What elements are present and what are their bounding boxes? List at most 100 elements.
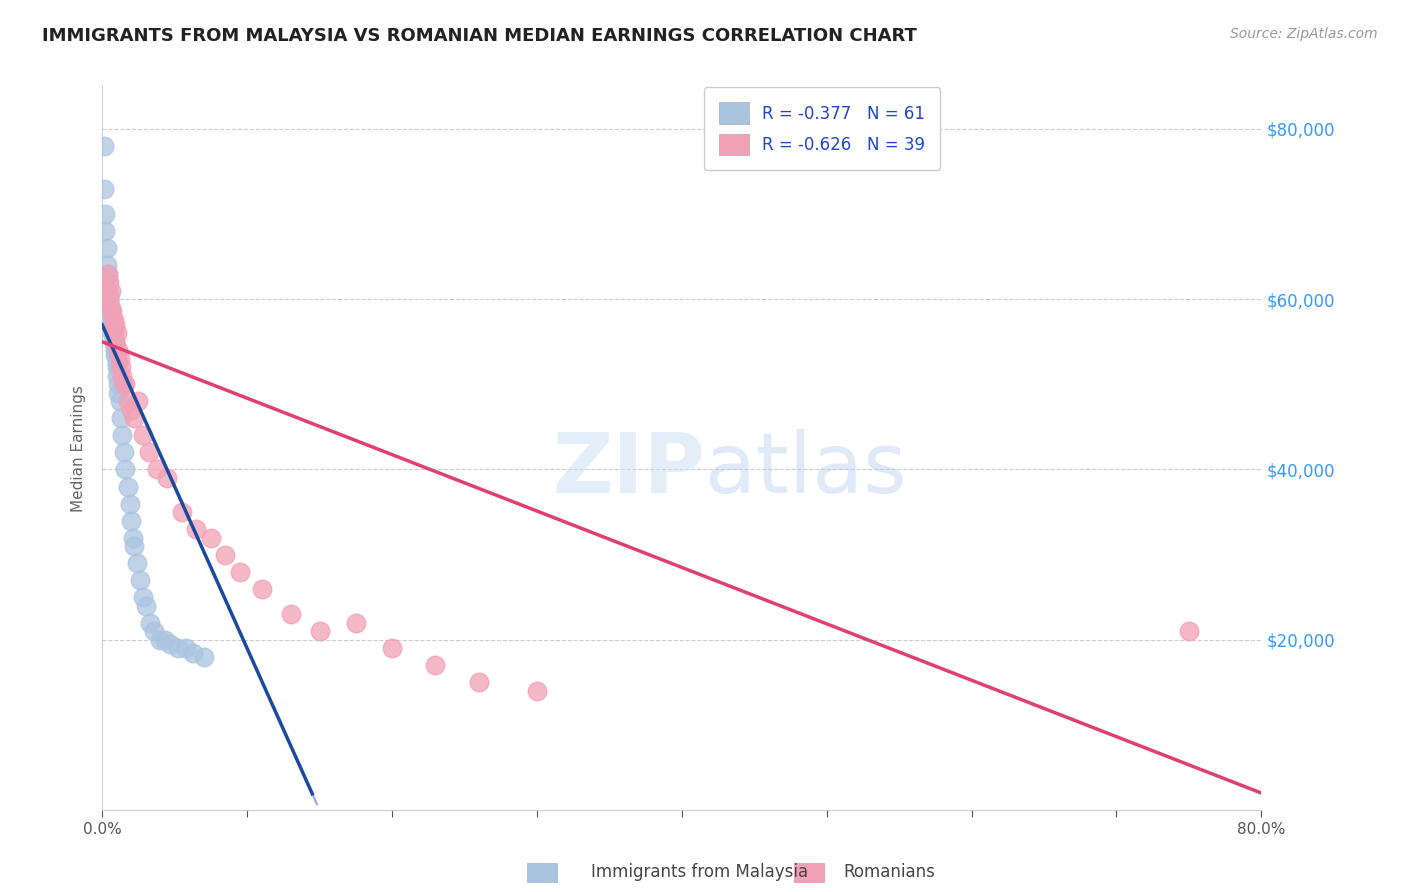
Point [526,684,548,698]
Point [122,411,145,425]
Point [98,292,121,306]
Point [135,599,157,613]
Point [101,305,124,319]
Point [104,334,127,349]
Point [120,403,142,417]
Point [97,275,120,289]
Point [107,377,129,392]
Text: Source: ZipAtlas.com: Source: ZipAtlas.com [1230,27,1378,41]
Point [97,284,120,298]
Point [98,292,121,306]
Text: IMMIGRANTS FROM MALAYSIA VS ROMANIAN MEDIAN EARNINGS CORRELATION CHART: IMMIGRANTS FROM MALAYSIA VS ROMANIAN MED… [42,27,917,45]
Point [280,607,302,622]
Point [105,326,128,341]
Point [250,582,273,596]
Point [121,531,143,545]
Point [344,615,367,630]
Point [114,377,136,392]
Point [100,310,122,324]
Point [98,305,121,319]
Point [104,347,127,361]
Point [101,326,124,341]
Point [98,288,121,302]
Point [105,360,128,375]
Y-axis label: Median Earnings: Median Earnings [72,384,86,512]
Legend: R = -0.377   N = 61, R = -0.626   N = 39: R = -0.377 N = 61, R = -0.626 N = 39 [703,87,941,170]
Point [166,641,188,656]
Point [104,343,127,358]
Point [138,445,160,459]
Point [111,428,134,442]
Point [107,385,129,400]
Point [105,356,128,370]
Point [100,284,122,298]
Point [103,334,125,349]
Point [103,326,125,341]
Point [122,539,145,553]
Point [93,181,115,195]
Point [104,334,127,349]
Point [174,641,197,656]
Point [100,318,122,332]
Point [101,318,124,332]
Point [97,267,120,281]
Point [118,497,141,511]
Point [108,351,131,366]
Point [103,322,125,336]
Point [186,522,208,536]
Point [100,313,122,327]
Point [98,292,121,306]
Text: ZIP: ZIP [553,429,704,510]
Point [105,368,128,383]
Point [146,462,169,476]
Point [117,479,139,493]
Point [96,241,118,255]
Point [200,531,222,545]
Point [103,313,125,327]
Point [128,573,150,587]
Point [93,139,115,153]
Point [98,275,121,289]
Point [308,624,330,639]
Point [94,224,117,238]
Point [101,322,124,336]
Point [96,258,118,272]
Point [381,641,404,656]
Point [125,556,148,570]
Point [104,339,127,353]
Point [170,505,193,519]
Point [97,267,120,281]
Point [110,360,132,375]
Point [98,296,121,310]
Point [112,377,135,392]
Point [139,615,162,630]
Point [159,637,181,651]
Point [100,301,122,315]
Point [108,394,131,409]
Point [114,462,136,476]
Point [468,675,491,690]
Point [132,428,155,442]
Point [193,649,215,664]
Point [120,514,142,528]
Point [1178,624,1201,639]
Point [94,207,117,221]
Point [107,343,129,358]
Point [103,330,125,344]
Point [127,394,149,409]
Point [214,548,236,562]
Text: Immigrants from Malaysia: Immigrants from Malaysia [591,863,807,881]
Point [156,471,179,485]
Point [105,351,128,366]
Point [149,632,172,647]
Point [100,310,122,324]
Text: atlas: atlas [704,429,907,510]
Point [101,318,124,332]
Point [425,658,447,673]
Point [111,368,134,383]
Point [110,411,132,425]
Point [100,305,122,319]
Point [98,301,121,315]
Point [112,445,135,459]
Point [104,318,127,332]
